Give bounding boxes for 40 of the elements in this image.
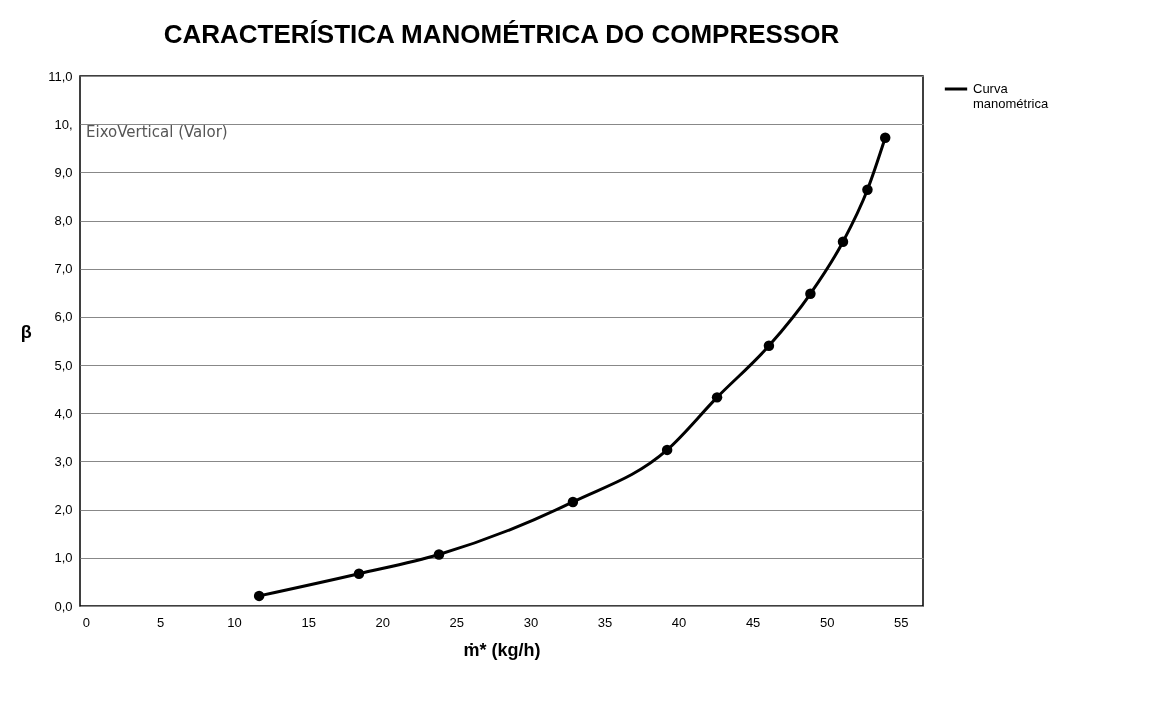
x-tick-label: 0 [82, 614, 91, 630]
x-tick-label: 30 [523, 614, 539, 630]
point [711, 392, 723, 403]
point [763, 340, 775, 352]
x-tick-label: 35 [597, 614, 613, 630]
point [353, 568, 365, 579]
y-tick-label: 9,0 [54, 164, 73, 180]
chart-title: CARACTERÍSTICA MANOMÉTRICA DO COMPRESSOR [163, 19, 840, 49]
x-tick-label: 45 [745, 614, 761, 630]
legend-label: Curva manométrica [973, 81, 1049, 111]
x-tick-label: 20 [375, 614, 390, 630]
x-tick-label: 25 [449, 614, 465, 630]
y-axis-title: β [20, 321, 32, 342]
x-tick-label: 50 [819, 614, 835, 630]
x-axis-title: ṁ* (kg/h) [463, 639, 541, 660]
y-tick-label: 10, [54, 116, 73, 132]
y-tick-label: 4,0 [54, 405, 73, 421]
y-tick-label: 0,0 [54, 598, 73, 614]
x-tick-label: 40 [671, 614, 687, 630]
point [862, 184, 873, 195]
point [805, 288, 816, 300]
y-tick-label: 11,0 [48, 68, 73, 84]
point [837, 236, 849, 247]
y-tick-label: 7,0 [54, 261, 73, 277]
y-tick-label: 2,0 [54, 502, 73, 518]
point [879, 132, 891, 143]
x-tick-label: 10 [227, 614, 242, 630]
y-tick-label: 5,0 [54, 357, 73, 373]
y-tick-label: 6,0 [54, 309, 73, 325]
x-tick-label: 5 [156, 614, 165, 630]
y-tick-label: 3,0 [54, 453, 73, 469]
annotation: EixoVertical (Valor) [86, 123, 228, 141]
x-tick-label: 55 [894, 614, 909, 630]
y-tick-label: 1,0 [54, 550, 73, 566]
point [253, 590, 265, 602]
point [567, 496, 579, 508]
y-tick-label: 8,0 [54, 213, 73, 229]
x-tick-label: 15 [301, 614, 316, 630]
point [433, 549, 445, 560]
point [661, 444, 673, 456]
